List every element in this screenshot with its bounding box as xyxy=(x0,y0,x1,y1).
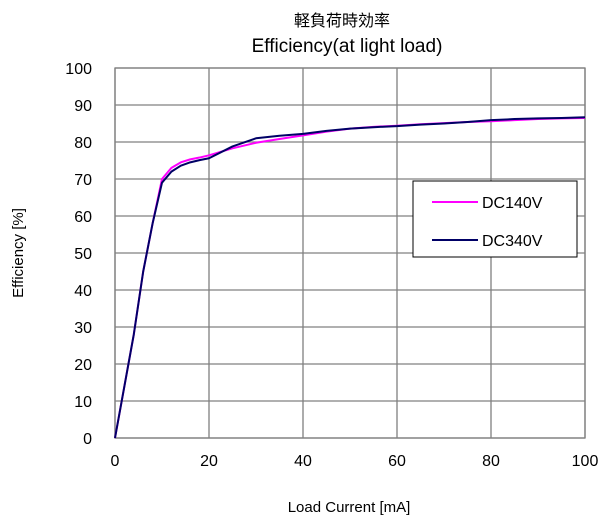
y-tick-label: 10 xyxy=(74,394,92,411)
chart-title: Efficiency(at light load) xyxy=(252,36,443,57)
series-line-dc140v xyxy=(114,116,586,439)
y-axis-ticks: 0 10 20 30 40 50 60 70 80 90 100 xyxy=(65,61,92,448)
plot-area xyxy=(114,67,586,439)
x-tick-label: 40 xyxy=(294,453,312,470)
x-axis-label: Load Current [mA] xyxy=(288,499,411,516)
series-lines xyxy=(114,116,586,439)
legend-label-dc340v: DC340V xyxy=(482,233,543,250)
y-tick-label: 30 xyxy=(74,320,92,337)
series-line-dc340v xyxy=(114,116,586,439)
y-tick-label: 80 xyxy=(74,135,92,152)
legend-label-dc140v: DC140V xyxy=(482,195,543,212)
y-tick-label: 100 xyxy=(65,61,92,78)
x-tick-label: 20 xyxy=(200,453,218,470)
x-tick-label: 80 xyxy=(482,453,500,470)
x-tick-label: 100 xyxy=(572,453,599,470)
plot-border xyxy=(114,67,586,439)
y-tick-label: 60 xyxy=(74,209,92,226)
y-tick-label: 70 xyxy=(74,172,92,189)
y-tick-label: 40 xyxy=(74,283,92,300)
y-tick-label: 90 xyxy=(74,98,92,115)
x-tick-label: 0 xyxy=(111,453,120,470)
chart-title-japanese: 軽負荷時効率 xyxy=(294,11,390,30)
legend-box xyxy=(412,180,578,258)
y-tick-label: 0 xyxy=(83,431,92,448)
y-tick-label: 20 xyxy=(74,357,92,374)
y-axis-label: Efficiency [%] xyxy=(10,208,27,298)
legend: DC140V DC340V xyxy=(412,180,578,258)
y-tick-label: 50 xyxy=(74,246,92,263)
x-axis-ticks: 0 20 40 60 80 100 xyxy=(111,453,599,470)
x-tick-label: 60 xyxy=(388,453,406,470)
